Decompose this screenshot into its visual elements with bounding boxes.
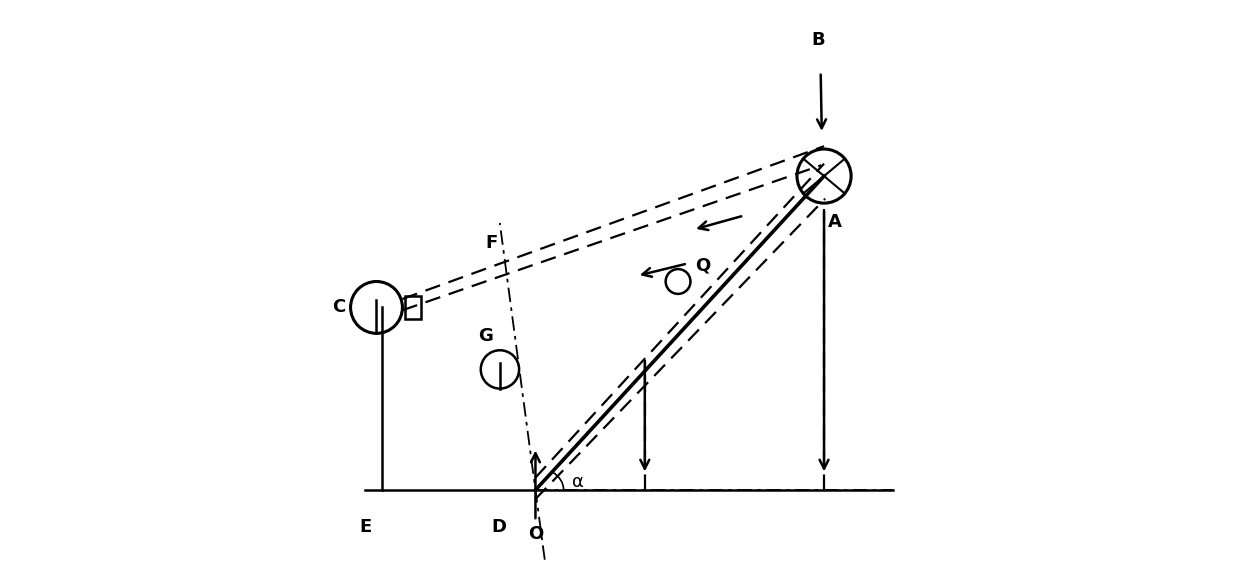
Text: α: α [572,472,584,491]
Text: F: F [485,234,497,252]
Text: Q: Q [694,257,711,275]
Text: O: O [528,525,543,543]
Text: D: D [491,518,506,536]
Text: B: B [811,31,825,49]
Text: C: C [331,299,345,316]
Bar [405,296,422,319]
Text: A: A [827,213,841,231]
Text: E: E [360,518,371,536]
Text: G: G [479,327,494,344]
